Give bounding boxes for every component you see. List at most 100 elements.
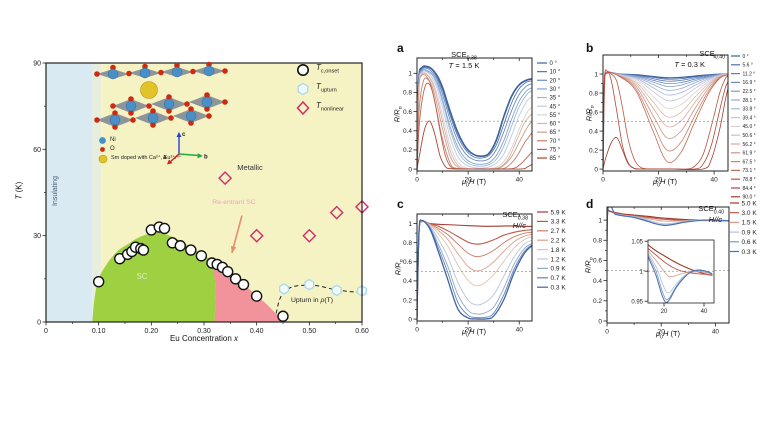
svg-text:0.2: 0.2 [589,147,598,154]
phase-legend: Tc,onset Tupturn Tnonlinear [296,60,344,117]
sm-atom-icon [98,154,108,163]
panel-c-chart: 0 20 40 0 0.2 0.4 0.6 0.8 1 5.9 K 3.3 K 2.7 K 2.2 K 1… [403,209,567,334]
svg-text:1.05: 1.05 [631,239,643,245]
diamond-marker-icon [296,100,310,115]
svg-text:28.1 °: 28.1 ° [743,98,756,104]
svg-text:c: c [182,132,186,138]
nio2-layer-top [94,61,228,80]
svg-text:0.4: 0.4 [589,128,598,135]
svg-text:50.6 °: 50.6 ° [743,133,756,139]
svg-text:1: 1 [408,71,412,78]
crystal-legend-ni: Ni [98,136,181,145]
svg-text:0: 0 [598,318,602,325]
svg-text:85 °: 85 ° [550,156,561,162]
svg-text:0.8: 0.8 [403,240,412,247]
svg-text:0.20: 0.20 [145,328,159,335]
svg-text:67.5 °: 67.5 ° [743,159,756,165]
svg-text:22.5 °: 22.5 ° [743,89,756,95]
ni-atom-icon [99,137,106,144]
svg-text:20: 20 [464,177,472,184]
panel-letter-b: b [586,41,594,55]
panel-b-x-axis-label: μ0H (T) [652,177,678,189]
svg-text:61.9 °: 61.9 ° [743,151,756,157]
svg-text:30: 30 [33,233,41,240]
svg-text:84.4 °: 84.4 ° [743,186,756,192]
svg-text:0.4: 0.4 [403,128,412,135]
svg-text:55 °: 55 ° [550,113,561,119]
svg-text:0.6 K: 0.6 K [742,239,758,246]
svg-text:70 °: 70 ° [550,139,561,145]
svg-text:0.50: 0.50 [303,328,317,335]
legend-item-tc-onset: Tc,onset [296,60,344,79]
svg-text:0.3 K: 0.3 K [551,284,567,291]
svg-text:45.0 °: 45.0 ° [743,124,756,130]
svg-text:0: 0 [601,177,605,184]
panel-letter-a: a [397,41,404,55]
svg-text:0.4: 0.4 [403,278,412,285]
crystal-legend-o: O [98,145,181,154]
svg-text:1.2 K: 1.2 K [551,256,567,263]
svg-text:40: 40 [516,327,524,334]
svg-text:75 °: 75 ° [550,148,561,154]
svg-text:0.8: 0.8 [589,90,598,97]
svg-text:20 °: 20 ° [550,78,561,84]
svg-text:0.8: 0.8 [593,238,602,245]
svg-text:60: 60 [33,147,41,154]
panel-d-y-axis-label: R/Rn [583,257,596,274]
svg-text:0 °: 0 ° [743,54,749,60]
crystal-axes-icon: c b a [163,132,208,165]
svg-text:0.8: 0.8 [403,90,412,97]
panel-d-chart: 0 20 40 0 0.2 0.4 0.6 0.8 1 5.0 K 3.0 K 1.5 K 0.9 K 0… [593,200,758,336]
svg-text:0: 0 [408,316,412,323]
phase-diagram-chart: 0 0.10 0.20 0.30 0.40 0.50 0.60 0 30 60 90 [33,60,369,335]
legend-item-t-nonlinear: Tnonlinear [296,98,344,117]
svg-text:0.2: 0.2 [403,297,412,304]
svg-text:20: 20 [464,327,472,334]
panel-d-x-axis-label: μ0H (T) [655,329,681,341]
svg-text:0: 0 [605,329,609,336]
svg-text:1: 1 [594,71,598,78]
svg-text:0: 0 [408,166,412,173]
phase-x-axis-label: Eu Concentration x [169,334,239,343]
svg-text:b: b [204,155,208,161]
svg-text:0 °: 0 ° [550,61,558,67]
panel-d-inset-chart: 20 40 0.95 1 1.05 [631,239,715,315]
svg-text:0.2: 0.2 [403,147,412,154]
svg-text:0.95: 0.95 [631,299,643,305]
svg-text:0: 0 [37,319,41,326]
svg-text:0.9 K: 0.9 K [551,266,567,273]
svg-text:40: 40 [701,309,708,315]
svg-text:90.0 °: 90.0 ° [743,195,756,201]
svg-text:33.8 °: 33.8 ° [743,107,756,113]
panel-c-y-axis-label: R/Rn [393,259,406,276]
svg-text:0.10: 0.10 [92,328,106,335]
svg-text:40: 40 [712,329,720,336]
svg-text:10 °: 10 ° [550,70,561,76]
svg-text:0.30: 0.30 [197,328,211,335]
panel-letter-d: d [586,197,594,211]
svg-text:0: 0 [415,327,419,334]
svg-text:0.4: 0.4 [593,278,602,285]
reentrant-sc-label: Re-entrant SC [212,199,256,206]
svg-text:0.6: 0.6 [403,259,412,266]
svg-text:1.5 K: 1.5 K [742,220,758,227]
hexagon-marker-icon [297,82,309,95]
svg-text:45 °: 45 ° [550,104,561,110]
panel-d-title: SCE0.40 H//c [698,204,724,224]
panel-letter-c: c [397,197,404,211]
svg-text:35 °: 35 ° [550,96,561,102]
svg-text:73.1 °: 73.1 ° [743,168,756,174]
panel-c-title: SCE0.38 H//c [502,210,528,230]
svg-text:78.8 °: 78.8 ° [743,177,756,183]
panel-a-x-axis-label: μ0H (T) [461,177,487,189]
panel-c-x-axis-label: μ0H (T) [461,327,487,339]
panel-b-y-axis-label: R/Rn [584,105,597,122]
nio2-layer-bottom [94,92,228,130]
svg-text:20: 20 [661,309,668,315]
svg-text:60 °: 60 ° [550,122,561,128]
svg-text:2.2 K: 2.2 K [551,237,567,244]
svg-text:56.2 °: 56.2 ° [743,142,756,148]
svg-text:5.9 K: 5.9 K [551,209,567,216]
svg-text:1: 1 [598,217,602,224]
panel-b-chart: 0 20 40 0 0.2 0.4 0.6 0.8 1 0 ° 5.6 ° 11.2 ° 16.9 ° 2… [589,54,756,201]
